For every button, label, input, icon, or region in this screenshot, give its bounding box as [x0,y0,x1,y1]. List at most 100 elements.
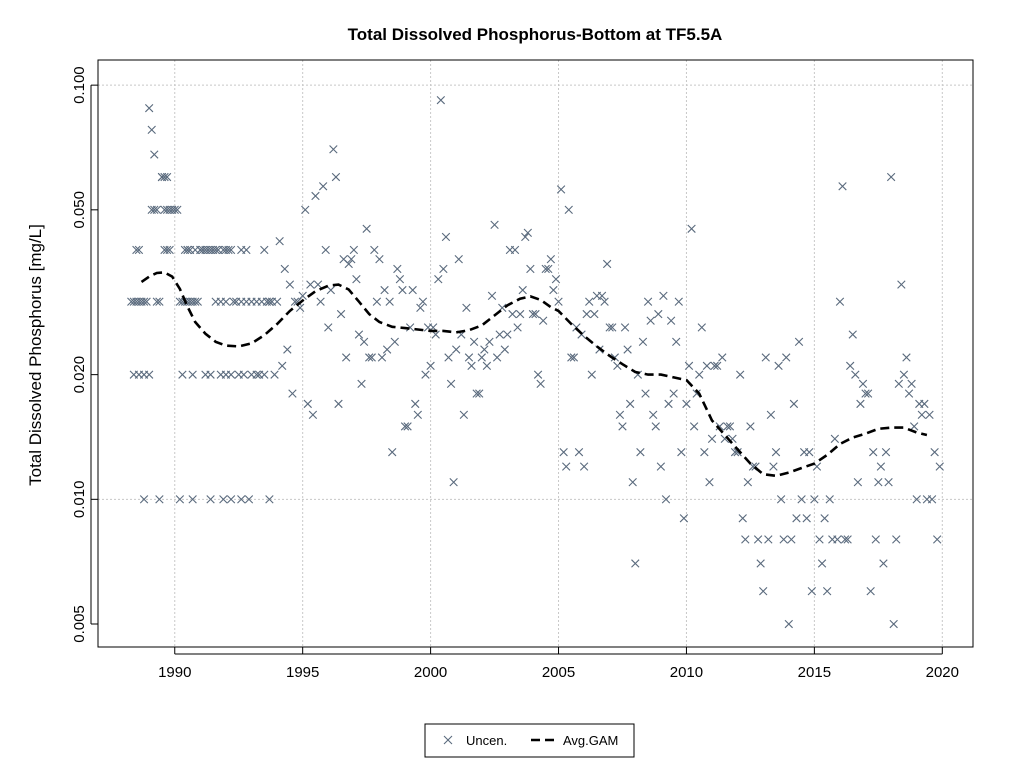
data-point [403,422,412,431]
data-point [932,535,942,544]
data-point [285,280,295,289]
data-point [459,410,469,419]
data-point [152,297,162,306]
data-point [846,361,855,371]
data-point [344,259,353,269]
data-point [661,495,671,504]
data-point [840,535,850,544]
data-point [347,254,356,264]
data-point [715,422,724,431]
x-tick-label: 2015 [798,664,831,681]
data-point [270,370,279,379]
data-point [707,434,717,443]
data-point [817,559,827,568]
data-point [689,422,699,431]
data-point [321,245,330,255]
data-point [646,316,655,325]
data-point [278,361,287,371]
data-point [853,477,863,487]
data-point [789,399,799,409]
data-point [500,345,509,354]
data-point [336,309,346,319]
data-point [393,264,402,274]
data-point [306,280,315,289]
data-point [170,205,179,215]
data-point [738,514,747,523]
x-tick-label: 2010 [670,664,703,681]
data-point [331,172,341,182]
y-tick-label: 0.100 [71,66,88,104]
data-point [628,477,637,487]
y-tick-label: 0.010 [71,481,88,519]
data-point [874,477,883,487]
data-point [705,477,714,487]
data-point [160,172,169,182]
data-point [876,462,886,471]
data-point [672,337,681,347]
data-point [759,587,768,596]
data-point [362,224,371,233]
data-point [649,410,658,419]
data-point [935,462,944,471]
data-point [400,422,410,431]
data-point [597,291,607,300]
data-point [912,495,921,504]
data-point [756,559,765,568]
data-point [766,410,776,419]
data-point [311,191,320,201]
data-point [687,224,696,233]
data-point [144,103,154,113]
data-point [712,361,722,371]
data-point [897,280,906,289]
data-point [904,389,914,398]
legend: Uncen. Avg.GAM [424,723,635,758]
data-point [546,254,556,264]
data-point [188,495,197,504]
data-point [326,285,336,295]
data-point [518,285,527,295]
data-point [480,345,489,354]
data-point [718,353,727,362]
data-point [462,303,471,312]
data-point [178,370,187,379]
data-point [301,205,310,215]
data-point [659,291,668,300]
data-point [150,205,159,215]
gam-line [140,271,928,478]
data-point [298,291,307,300]
data-point [579,462,589,471]
data-point [275,236,284,246]
data-point [283,345,292,354]
data-point [313,280,323,289]
data-point [226,245,236,255]
x-tick-label: 1990 [158,664,191,681]
legend-marker-points [443,735,453,745]
y-tick-label: 0.005 [71,605,88,643]
data-point [682,399,691,409]
data-point [641,389,650,398]
plot-frame [97,59,974,648]
data-point [858,379,868,389]
data-point [889,619,898,629]
data-point [541,264,550,274]
data-point [702,361,712,371]
data-point [188,370,197,379]
data-point [861,389,870,398]
data-point [272,297,282,306]
data-point [226,370,236,379]
data-point [544,264,553,274]
data-point [492,353,502,362]
data-point [444,353,453,362]
data-point [879,559,888,568]
data-point [162,172,172,182]
data-point [367,353,376,362]
data-point [533,370,543,379]
data-point [820,514,829,523]
data-point [265,495,274,504]
data-point [797,495,806,504]
data-point [930,447,939,457]
data-point [618,422,627,431]
data-point [551,275,561,284]
x-tick-label: 2005 [542,664,575,681]
data-point [920,399,929,409]
